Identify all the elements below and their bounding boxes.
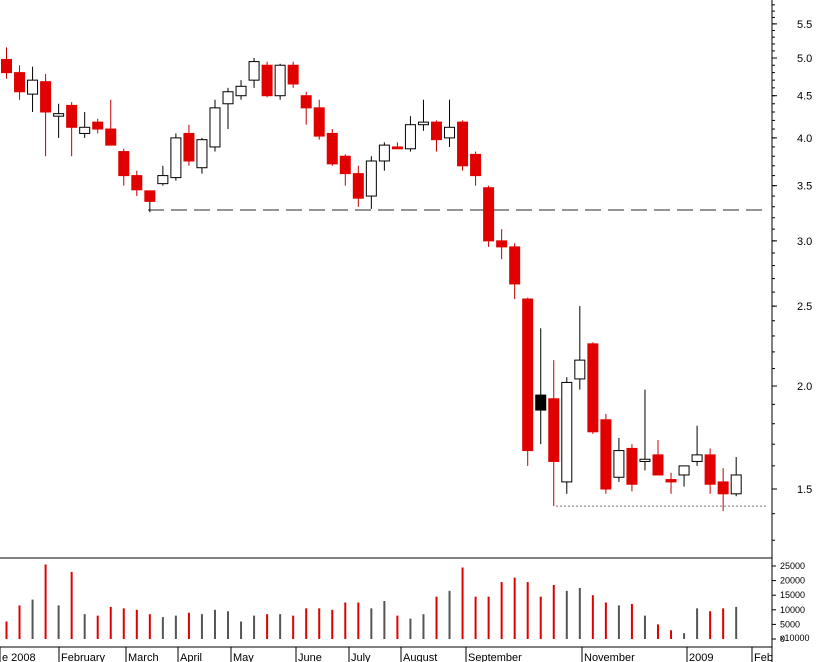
- candle-body: [1, 58, 12, 74]
- price-tick-label: 4.5: [797, 91, 812, 103]
- time-label: May: [233, 652, 254, 662]
- candle-body: [522, 298, 534, 452]
- time-label: August: [403, 652, 437, 662]
- time-label: July: [351, 652, 371, 662]
- volume-axis: 0 5000 10000 15000 20000 25000 x10000: [772, 561, 810, 644]
- candle-body: [53, 113, 65, 117]
- volume-tick-label: 25000: [780, 561, 805, 571]
- time-label: e 2008: [2, 652, 36, 662]
- volume-unit-label: x10000: [780, 633, 810, 643]
- candle-body: [79, 126, 91, 134]
- price-tick-label: 3.5: [797, 181, 812, 193]
- candle-body: [496, 240, 508, 248]
- time-label: June: [298, 652, 322, 662]
- candle-body: [483, 187, 495, 242]
- candle-body: [548, 398, 560, 462]
- candle-body: [144, 190, 156, 202]
- candle-body: [430, 121, 442, 141]
- candle-body: [561, 381, 573, 483]
- candle-body: [170, 137, 182, 179]
- candle-body: [587, 343, 599, 433]
- candle-body: [691, 454, 703, 462]
- price-tick-label: 2.5: [797, 301, 812, 313]
- candle-body: [704, 454, 716, 485]
- candle-body: [183, 132, 195, 162]
- candle-body: [470, 153, 482, 177]
- chart-frame: [0, 0, 773, 662]
- candle-body: [678, 465, 690, 476]
- candle-body: [157, 175, 169, 185]
- candle-body: [391, 146, 403, 150]
- candle-body: [626, 447, 638, 485]
- candle-body: [339, 155, 351, 175]
- time-label: February: [61, 652, 106, 662]
- price-tick-label: 3.0: [797, 236, 812, 248]
- candle-body: [574, 359, 586, 380]
- candle-body: [66, 104, 78, 128]
- candle-body: [92, 121, 104, 130]
- candle-body: [27, 79, 39, 95]
- candle-body: [535, 394, 547, 411]
- price-candles: [1, 47, 742, 512]
- time-label: March: [128, 652, 159, 662]
- candle-body: [444, 126, 456, 139]
- candle-body: [274, 64, 286, 97]
- time-label: September: [468, 652, 522, 662]
- candle-body: [457, 121, 469, 167]
- time-axis: e 2008 February March April May June July Augus…: [0, 647, 773, 662]
- candle-body: [365, 160, 377, 197]
- price-tick-label: 4.0: [797, 133, 812, 145]
- candle-body: [730, 474, 742, 495]
- candle-body: [417, 121, 429, 126]
- candle-body: [352, 173, 364, 199]
- time-label: Feb: [754, 652, 773, 662]
- volume-tick-label: 10000: [780, 605, 805, 615]
- candle-body: [287, 64, 299, 85]
- price-tick-label: 1.5: [797, 484, 812, 496]
- candle-body: [313, 107, 325, 137]
- candle-body: [665, 479, 677, 483]
- price-tick-label: 5.0: [797, 53, 812, 65]
- time-label: 2009: [689, 652, 713, 662]
- candle-body: [131, 175, 143, 191]
- candle-body: [118, 151, 130, 177]
- candle-body: [105, 128, 117, 146]
- candle-body: [248, 61, 260, 81]
- candle-body: [378, 144, 390, 162]
- candle-body: [600, 419, 612, 490]
- candle-body: [40, 81, 52, 113]
- candle-body: [509, 246, 521, 285]
- volume-tick-label: 15000: [780, 590, 805, 600]
- price-axis: 1.5 2.0 2.5 3.0 3.5 4.0 4.5 5.0 5.5: [772, 4, 812, 541]
- candle-body: [639, 458, 651, 462]
- candle-body: [613, 450, 625, 478]
- price-tick-label: 2.0: [797, 381, 812, 393]
- volume-tick-label: 5000: [780, 619, 800, 629]
- time-label: November: [584, 652, 635, 662]
- price-tick-label: 5.5: [797, 19, 812, 31]
- candle-body: [326, 132, 338, 165]
- volume-tick-label: 0: [780, 634, 785, 644]
- time-label: April: [180, 652, 202, 662]
- candle-body: [14, 72, 26, 93]
- candle-body: [222, 91, 234, 105]
- volume-tick-label: 20000: [780, 576, 805, 586]
- candle-body: [235, 85, 247, 97]
- candle-body: [196, 139, 208, 169]
- reference-lines: [148, 209, 768, 507]
- candle-body: [261, 64, 273, 97]
- candle-body: [717, 481, 729, 495]
- candle-body: [652, 454, 664, 476]
- volume-bars: [5, 564, 738, 639]
- candle-body: [209, 107, 221, 148]
- candle-body: [300, 95, 312, 109]
- candle-body: [404, 124, 416, 150]
